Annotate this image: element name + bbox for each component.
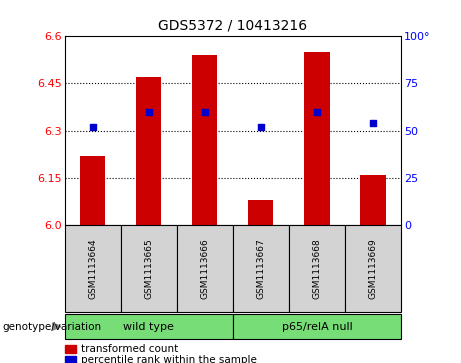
Point [313, 109, 321, 115]
Text: GSM1113669: GSM1113669 [368, 238, 378, 299]
Point [145, 109, 152, 115]
Text: transformed count: transformed count [81, 344, 178, 354]
Bar [80, 156, 105, 225]
Bar [304, 52, 330, 225]
Bar [192, 55, 218, 225]
Text: GSM1113666: GSM1113666 [200, 238, 209, 299]
Bar [248, 200, 273, 225]
Text: genotype/variation: genotype/variation [2, 322, 101, 331]
Point [201, 109, 208, 115]
Bar [361, 175, 386, 225]
Text: GSM1113664: GSM1113664 [88, 238, 97, 299]
Point [257, 124, 265, 130]
Polygon shape [53, 323, 61, 330]
Point [369, 120, 377, 126]
Text: p65/relA null: p65/relA null [282, 322, 352, 331]
Title: GDS5372 / 10413216: GDS5372 / 10413216 [158, 19, 307, 32]
Text: wild type: wild type [123, 322, 174, 331]
Text: GSM1113665: GSM1113665 [144, 238, 153, 299]
Point [89, 124, 96, 130]
Text: GSM1113668: GSM1113668 [313, 238, 321, 299]
Bar [136, 77, 161, 225]
Text: percentile rank within the sample: percentile rank within the sample [81, 355, 257, 363]
Text: GSM1113667: GSM1113667 [256, 238, 266, 299]
